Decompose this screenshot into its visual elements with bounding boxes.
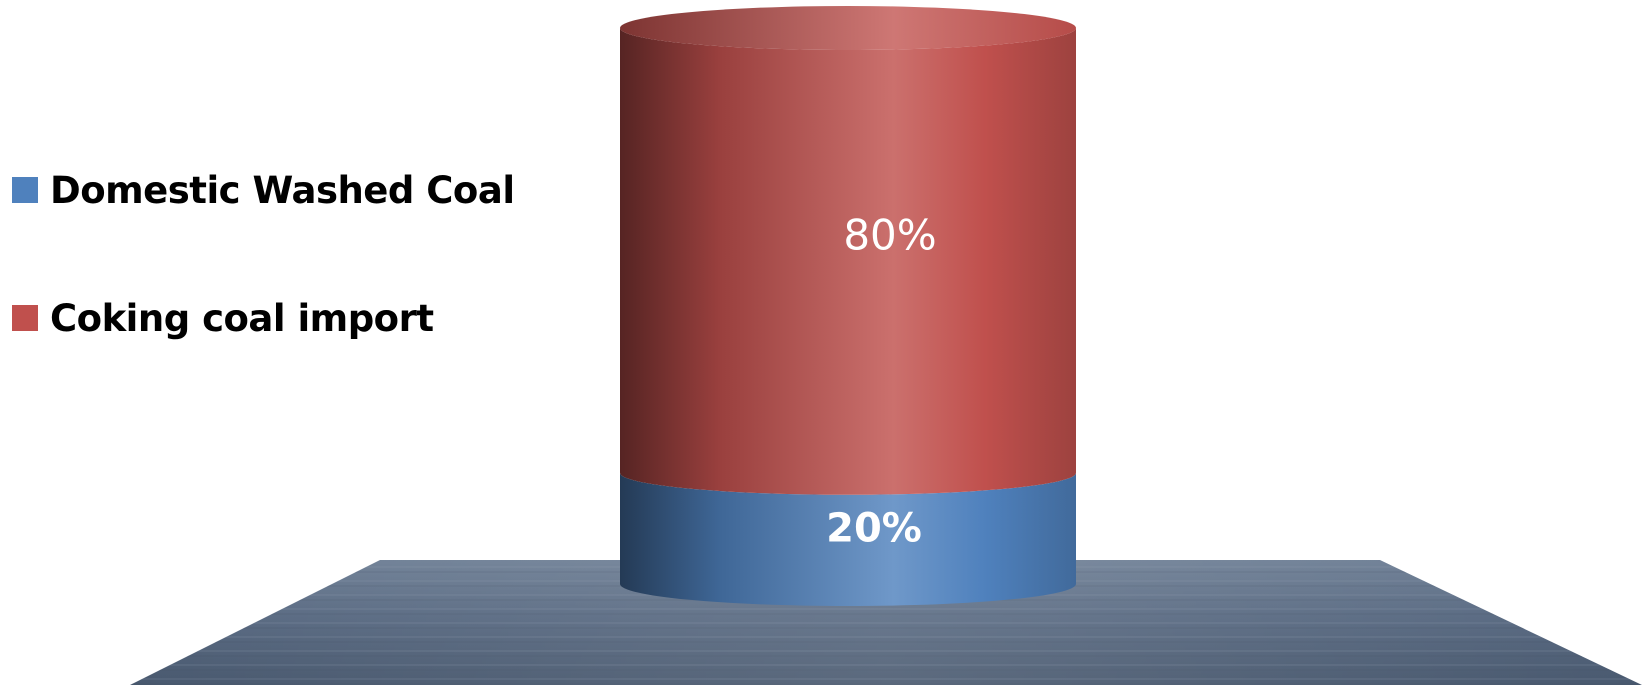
legend-item-domestic-washed-coal: Domestic Washed Coal [12, 168, 515, 212]
legend-swatch-domestic-washed-coal [12, 177, 38, 203]
cylinder-segment-coking-coal-import [620, 28, 1076, 495]
legend: Domestic Washed Coal Coking coal import [12, 168, 515, 424]
data-label-domestic-washed-coal: 20% [826, 505, 922, 551]
cylinder-segment-domestic-washed-coal [620, 472, 1076, 606]
cylinder-bar: 20% 80% [620, 6, 1076, 606]
legend-label-coking-coal-import: Coking coal import [50, 296, 434, 340]
legend-item-coking-coal-import: Coking coal import [12, 296, 515, 340]
cylinder-top-cap [620, 6, 1076, 50]
legend-swatch-coking-coal-import [12, 305, 38, 331]
data-label-coking-coal-import: 80% [843, 211, 936, 260]
floor-plane [130, 560, 1642, 685]
legend-label-domestic-washed-coal: Domestic Washed Coal [50, 168, 515, 212]
